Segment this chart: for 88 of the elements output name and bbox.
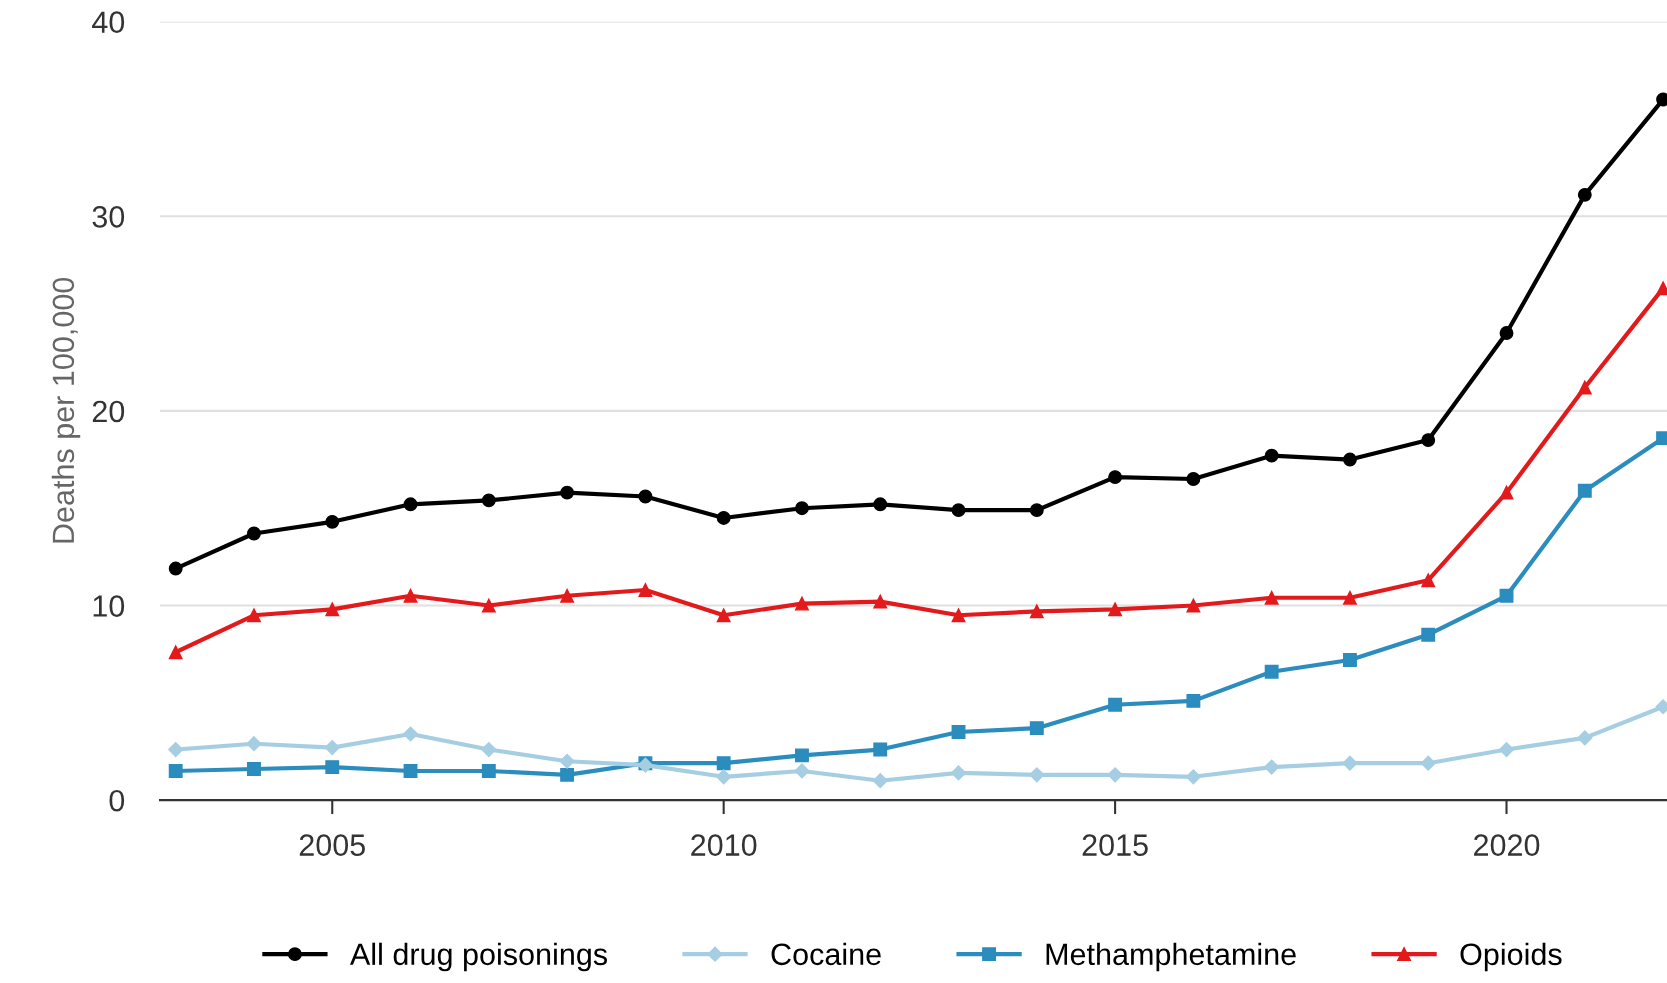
point [402, 726, 419, 742]
point [1186, 472, 1201, 486]
point [951, 503, 966, 518]
point [1107, 767, 1123, 783]
point [168, 645, 183, 660]
point [872, 773, 888, 789]
point [1420, 755, 1436, 771]
point [638, 489, 653, 504]
point [403, 588, 418, 603]
point [873, 594, 888, 609]
point [403, 497, 418, 512]
point [1421, 433, 1436, 448]
point [1499, 326, 1514, 340]
point [324, 740, 340, 756]
point [1185, 769, 1201, 785]
point [1029, 767, 1045, 783]
point [1029, 604, 1044, 619]
point [560, 767, 575, 782]
point [325, 602, 340, 617]
legend-label: Methamphetamine [1046, 942, 1296, 972]
point [1577, 730, 1593, 746]
point [873, 742, 888, 757]
point [1343, 590, 1357, 605]
point [1421, 627, 1436, 642]
point [1498, 741, 1515, 758]
point [951, 608, 966, 623]
y-tick-label: 0 [109, 789, 125, 812]
point [1577, 483, 1592, 498]
point [794, 763, 810, 779]
point [951, 725, 966, 739]
point [168, 741, 184, 758]
x-tick-label: 2020 [1474, 834, 1540, 856]
point [1343, 653, 1357, 667]
point [481, 493, 496, 508]
point [873, 497, 888, 512]
point [403, 764, 418, 778]
point [716, 756, 731, 771]
point [1108, 602, 1123, 617]
point [559, 753, 575, 769]
point [1343, 452, 1357, 467]
y-tick-label: 10 [93, 595, 125, 617]
point [1264, 448, 1279, 463]
point [1029, 503, 1044, 518]
point [168, 561, 183, 576]
y-axis-title: Deaths per 100,000 [51, 277, 81, 543]
legend-label: All drug poisonings [349, 942, 607, 972]
point [168, 764, 183, 778]
point [638, 583, 653, 597]
x-tick-label: 2005 [299, 834, 365, 856]
point [716, 769, 732, 785]
point [1577, 187, 1592, 202]
point [247, 526, 261, 541]
point [1264, 664, 1279, 679]
y-tick-label: 30 [92, 206, 125, 228]
legend-label: Opioids [1460, 942, 1562, 972]
y-tick-label: 40 [92, 11, 125, 33]
point [1499, 588, 1514, 603]
point [950, 765, 967, 781]
y-tick-label: 20 [92, 400, 125, 423]
point [1108, 470, 1123, 485]
point [481, 764, 496, 778]
point [247, 762, 261, 776]
point [1264, 759, 1280, 775]
point [716, 510, 731, 525]
point [1264, 590, 1279, 605]
point [795, 748, 809, 763]
point [325, 760, 340, 775]
point [560, 485, 575, 500]
x-tick-label: 2010 [691, 834, 757, 856]
point [1577, 380, 1592, 395]
point [1186, 693, 1201, 708]
point [560, 588, 575, 603]
point [481, 741, 497, 758]
legend-label: Cocaine [771, 942, 881, 966]
point [795, 501, 809, 516]
point [325, 514, 340, 529]
point [716, 608, 731, 623]
point [1029, 721, 1044, 736]
point [795, 596, 809, 611]
point [246, 736, 262, 752]
point [1421, 573, 1436, 588]
point [247, 608, 261, 623]
point [1186, 598, 1201, 613]
point [481, 598, 496, 613]
x-tick-label: 2015 [1082, 834, 1148, 856]
point [1342, 755, 1358, 771]
point [1499, 485, 1514, 500]
point [1108, 697, 1123, 712]
